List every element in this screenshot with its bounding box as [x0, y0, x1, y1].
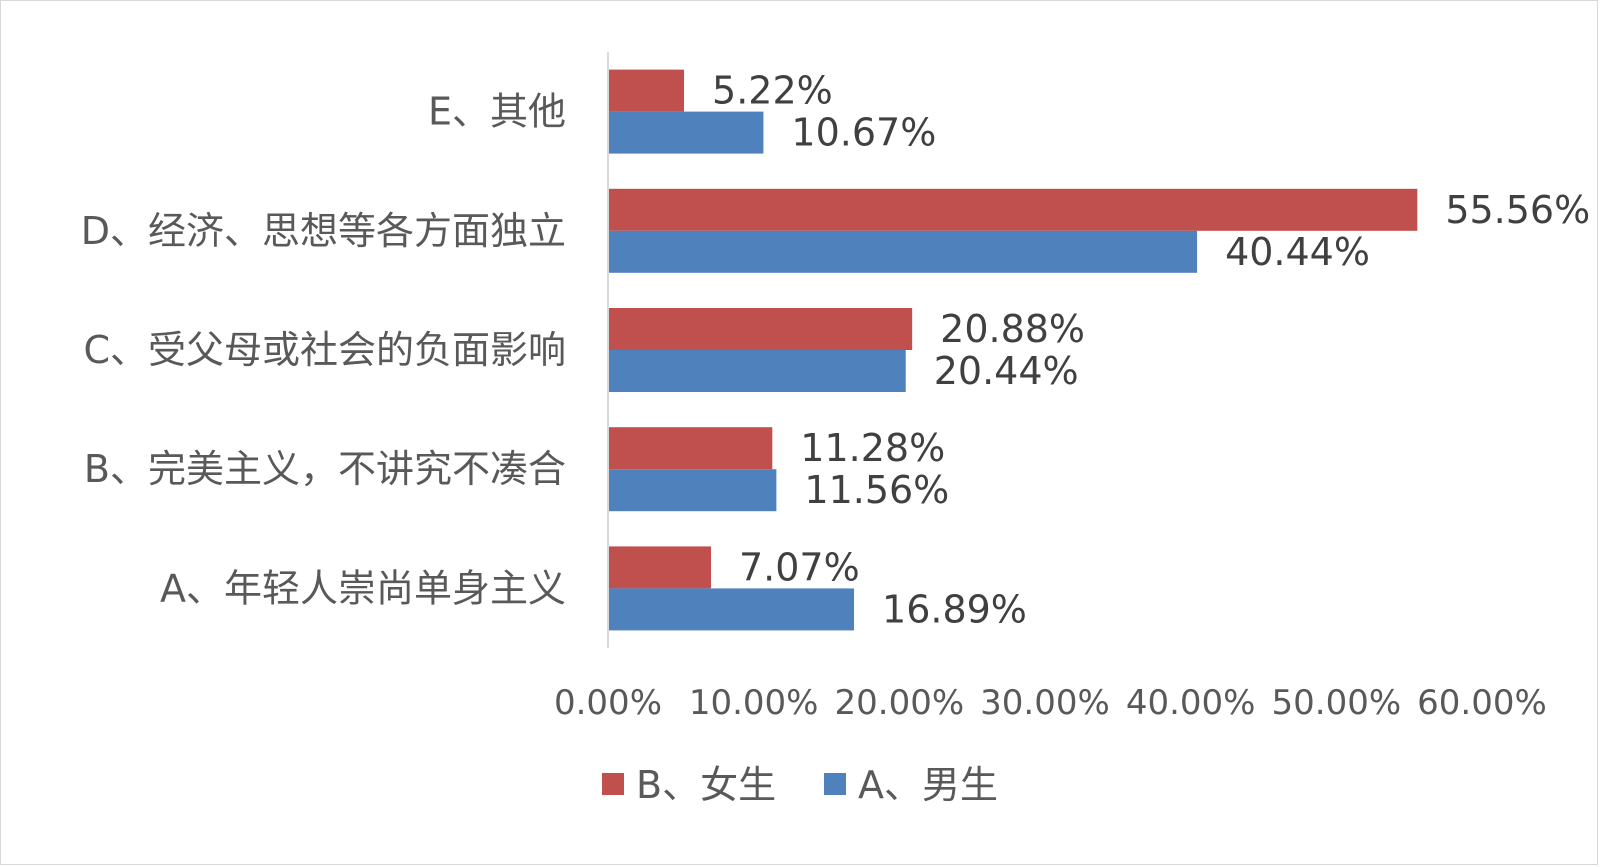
legend-swatch [824, 773, 846, 795]
x-tick-label: 40.00% [1126, 683, 1256, 723]
x-tick-label: 30.00% [980, 683, 1110, 723]
axis: 0.00% 10.00% 20.00% 30.00% 40.00% 50.00% 60.00… [554, 52, 1547, 723]
bars [608, 69, 1418, 631]
data-labels: 7.07% 16.89% 11.28%11.56% 20.88%20.44% 55.56… [712, 69, 1590, 632]
legend: B、女生 A、男生 [602, 763, 998, 807]
legend-label: A、男生 [858, 763, 998, 807]
x-tick-label: 10.00% [689, 683, 819, 723]
data-label: 11.28% [800, 426, 945, 470]
category-label: B、完美主义，不讲究不凑合 [84, 447, 566, 491]
bar-male [608, 350, 906, 392]
bar-male [608, 230, 1198, 273]
data-label: 16.89% [882, 587, 1027, 631]
x-tick-label: 60.00% [1417, 683, 1547, 723]
data-label: 20.88% [940, 307, 1085, 351]
x-tick-label: 20.00% [835, 683, 965, 723]
bar-male [608, 469, 777, 512]
category-label: D、经济、思想等各方面独立 [81, 209, 566, 253]
data-label: 7.07% [739, 545, 860, 589]
category-label: C、受父母或社会的负面影响 [83, 328, 566, 372]
bar-female [608, 308, 913, 350]
legend-label: B、女生 [636, 763, 776, 807]
data-label: 10.67% [791, 111, 936, 155]
x-tick-label: 50.00% [1272, 683, 1402, 723]
category-labels: A、年轻人崇尚单身主义 B、完美主义，不讲究不凑合 C、受父母或社会的负面影响 D、经… [81, 90, 566, 611]
bar-male [608, 588, 855, 631]
data-label: 20.44% [934, 349, 1079, 393]
legend-swatch [602, 773, 624, 795]
bar-female [608, 546, 711, 589]
category-label: A、年轻人崇尚单身主义 [160, 566, 566, 610]
bar-female [608, 69, 685, 112]
bar-female [608, 188, 1418, 231]
bar-female [608, 427, 773, 470]
category-label: E、其他 [428, 90, 566, 134]
bar-male [608, 111, 764, 154]
data-label: 40.44% [1225, 230, 1370, 274]
data-label: 11.56% [804, 468, 949, 512]
data-label: 55.56% [1445, 188, 1590, 232]
data-label: 5.22% [712, 69, 833, 113]
x-tick-label: 0.00% [554, 683, 662, 723]
